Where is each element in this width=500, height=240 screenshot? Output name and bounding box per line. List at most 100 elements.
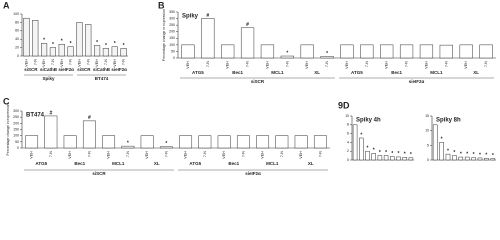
subgroup-label: XL bbox=[314, 70, 320, 75]
y-tick-label: 0 bbox=[347, 158, 349, 162]
subgroup-label: XL bbox=[473, 70, 479, 75]
bar bbox=[275, 135, 289, 149]
significance-marker: * bbox=[70, 41, 72, 47]
bar bbox=[221, 44, 235, 59]
subgroup-label: ATG5 bbox=[192, 70, 204, 75]
bar bbox=[280, 55, 294, 59]
bar bbox=[377, 155, 383, 161]
y-tick-label: 150 bbox=[13, 127, 19, 131]
significance-marker: * bbox=[373, 148, 375, 154]
x-tick-label: 7-N bbox=[241, 151, 245, 157]
y-tick-label: 250 bbox=[13, 115, 19, 119]
bar bbox=[256, 135, 270, 149]
bar bbox=[49, 47, 56, 57]
x-tick-label: VEH bbox=[184, 151, 188, 159]
chart-title: Spiky 4h bbox=[356, 118, 381, 124]
bar bbox=[44, 115, 58, 149]
bar bbox=[390, 156, 395, 161]
x-tick-label: 7-N bbox=[206, 61, 210, 67]
x-tick-label: 7-N bbox=[365, 61, 369, 67]
bar bbox=[399, 44, 414, 59]
bar bbox=[359, 137, 364, 161]
x-tick-label: VEH bbox=[464, 61, 468, 69]
bar bbox=[121, 145, 135, 149]
subgroup-label: MCL1 bbox=[266, 161, 279, 166]
bar bbox=[479, 44, 493, 59]
x-tick-label: 7-N bbox=[86, 59, 90, 65]
significance-marker: * bbox=[485, 153, 487, 159]
panel-label: 9D bbox=[338, 100, 350, 110]
bar bbox=[82, 120, 96, 149]
bar bbox=[217, 135, 231, 149]
y-tick-label: 2 bbox=[347, 149, 349, 153]
bar bbox=[120, 48, 127, 57]
x-tick-label: 7-N bbox=[203, 151, 207, 157]
chart-title: BT474 bbox=[26, 113, 45, 119]
x-tick-label: VEH bbox=[305, 61, 309, 69]
significance-marker: * bbox=[379, 150, 381, 156]
bar bbox=[102, 48, 109, 57]
y-tick-label: 50 bbox=[15, 140, 19, 144]
y-tick-label: 20 bbox=[15, 46, 19, 50]
x-tick-label: VEH bbox=[30, 151, 34, 159]
y-tick-label: 80 bbox=[15, 20, 19, 24]
x-tick-label: 7-N bbox=[164, 151, 168, 157]
subgroup-label: MCL1 bbox=[112, 161, 125, 166]
bar bbox=[94, 45, 101, 57]
significance-marker: * bbox=[479, 152, 481, 158]
group-label: sieIF2α bbox=[409, 79, 425, 84]
significance-marker: # bbox=[88, 115, 91, 121]
significance-marker: * bbox=[43, 38, 45, 44]
x-tick-label: VEH bbox=[186, 61, 190, 69]
y-tick-label: 0 bbox=[173, 56, 175, 60]
bar bbox=[419, 44, 434, 59]
group-label: siSCR bbox=[251, 79, 265, 84]
y-tick-label: 6 bbox=[347, 132, 349, 136]
x-tick-label: 7-N bbox=[49, 151, 53, 157]
x-tick-label: 7-N bbox=[444, 61, 448, 67]
y-tick-label: 100 bbox=[13, 134, 19, 138]
significance-marker: * bbox=[52, 42, 54, 48]
y-tick-label: 150 bbox=[169, 36, 175, 40]
significance-marker: * bbox=[123, 43, 125, 49]
x-tick-label: VEH bbox=[345, 61, 349, 69]
significance-marker: * bbox=[385, 150, 387, 156]
bar bbox=[63, 135, 77, 149]
bar bbox=[85, 24, 92, 57]
bar bbox=[365, 150, 370, 161]
y-tick-label: 60 bbox=[15, 29, 19, 33]
x-tick-label: 7-N bbox=[69, 59, 73, 65]
bar bbox=[402, 157, 407, 161]
x-tick-label: VEH bbox=[261, 151, 265, 159]
bar bbox=[477, 157, 483, 161]
x-tick-label: VEH bbox=[42, 59, 46, 67]
x-tick-label: VEH bbox=[60, 59, 64, 67]
significance-marker: * bbox=[360, 132, 362, 138]
panel-label: C bbox=[3, 96, 10, 106]
bar bbox=[471, 157, 476, 161]
significance-marker: * bbox=[404, 152, 406, 158]
bar bbox=[484, 157, 489, 161]
group-label: Spiky bbox=[42, 76, 55, 81]
y-tick-label: 100 bbox=[13, 12, 19, 16]
y-tick-label: 10 bbox=[425, 129, 429, 133]
x-tick-label: 7-N bbox=[405, 61, 409, 67]
bar bbox=[25, 135, 39, 149]
bar bbox=[32, 20, 39, 57]
significance-marker: * bbox=[466, 151, 468, 157]
subgroup-label: XL bbox=[154, 161, 160, 166]
bar bbox=[67, 46, 74, 57]
significance-marker: * bbox=[127, 140, 129, 146]
bar bbox=[111, 46, 118, 57]
bar bbox=[340, 44, 354, 59]
significance-marker: * bbox=[96, 40, 98, 46]
x-tick-label: 7-N bbox=[87, 151, 91, 157]
subgroup-label: Bec1 bbox=[232, 70, 243, 75]
x-tick-label: 7-N bbox=[318, 151, 322, 157]
bar bbox=[452, 155, 457, 161]
x-tick-label: VEH bbox=[113, 59, 117, 67]
x-tick-label: VEH bbox=[145, 151, 149, 159]
bar bbox=[179, 135, 193, 149]
bar bbox=[236, 135, 250, 149]
